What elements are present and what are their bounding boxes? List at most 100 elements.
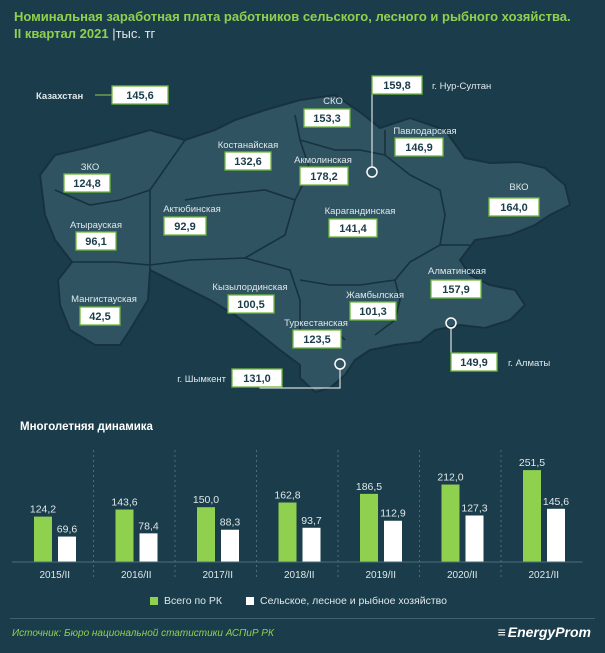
region-8-box [488, 197, 540, 217]
x-tick-label: 2016/II [121, 570, 152, 581]
region-10-box [227, 294, 275, 314]
x-tick-label: 2017/II [202, 570, 233, 581]
title-line-1: Номинальная заработная плата работников … [14, 9, 571, 24]
x-tick-label: 2019/II [365, 570, 396, 581]
data-label: 112,9 [380, 508, 406, 520]
region-9-label: Карагандинская [325, 206, 396, 217]
city-almaty-label: г. Алматы [508, 358, 550, 369]
city-almaty-value: 149,9 [460, 357, 488, 369]
region-13-value: 123,5 [303, 334, 331, 346]
chart-legend: Всего по РК Сельское, лесное и рыбное хо… [150, 595, 447, 607]
x-tick-label: 2015/II [39, 570, 70, 581]
region-9-value: 141,4 [339, 223, 367, 235]
data-label: 124,2 [30, 504, 56, 516]
region-4-value: 132,6 [234, 156, 262, 168]
data-label: 186,5 [356, 481, 382, 493]
bar-agri [139, 533, 158, 562]
title-line-2: II квартал 2021 |тыс. тг [14, 25, 571, 42]
dynamics-title: Многолетняя динамика [20, 421, 153, 433]
bar-agri [302, 527, 321, 562]
bar-total [34, 516, 52, 562]
region-10-label: Кызылординская [212, 282, 287, 293]
bar-agri [465, 515, 484, 562]
bar-total [523, 470, 541, 562]
region-9-box [328, 218, 378, 238]
region-13-label: Туркестанская [284, 318, 348, 329]
region-7-value: 146,9 [405, 142, 433, 154]
legend-label-agri: Сельское, лесное и рыбное хозяйство [260, 595, 447, 607]
bar-total [197, 507, 215, 562]
kazakhstan-map: Казахстан 145,6 ЗКО 124,8 Атырауская 96,1 Манг… [36, 75, 572, 394]
legend-item-agri: Сельское, лесное и рыбное хозяйство [246, 595, 447, 607]
region-3-box [163, 216, 207, 236]
bar-agri [221, 529, 239, 562]
x-tick-label: 2018/II [284, 570, 315, 581]
logo-mark-icon: ≡ [497, 624, 506, 640]
region-8-label: ВКО [509, 182, 528, 193]
region-5-label: СКО [323, 96, 343, 107]
region-10-value: 100,5 [237, 299, 265, 311]
region-1-box [75, 231, 117, 251]
data-label: 69,6 [57, 524, 78, 536]
region-0-box [63, 173, 111, 193]
legend-label-total: Всего по РК [164, 595, 223, 607]
region-5-value: 153,3 [313, 113, 341, 125]
footer-divider [10, 618, 595, 619]
region-6-value: 178,2 [310, 171, 338, 183]
bar-total [115, 509, 134, 562]
bar-agri [547, 508, 565, 562]
city-nursultan-value: 159,8 [383, 80, 411, 92]
region-6-box [299, 166, 349, 186]
data-label: 162,8 [274, 490, 300, 502]
data-label: 78,4 [138, 520, 159, 532]
region-3-label: Актюбинская [163, 204, 221, 215]
region-2-box [79, 306, 121, 326]
legend-swatch-total [150, 597, 158, 606]
country-label: Казахстан [36, 91, 83, 102]
legend-item-total: Всего по РК [150, 595, 222, 607]
region-7-label: Павлодарская [393, 126, 456, 137]
logo-text: EnergyProm [507, 624, 591, 640]
region-12-box [430, 279, 482, 299]
region-4-box [224, 151, 272, 171]
data-label: 150,0 [193, 494, 219, 506]
bar-total [360, 493, 378, 562]
city-almaty-box [450, 352, 498, 372]
region-2-value: 42,5 [89, 311, 110, 323]
region-12-value: 157,9 [442, 284, 470, 296]
data-label: 212,0 [437, 472, 463, 484]
dynamics-chart: 124,269,6 2015/II 143,678,4 2016/II 150,088,… [12, 450, 583, 581]
region-13-box [292, 329, 342, 349]
country-box [111, 85, 169, 105]
region-1-label: Атырауская [70, 220, 122, 231]
region-2-label: Мангистауская [71, 294, 137, 305]
x-tick-label: 2021/II [528, 570, 559, 581]
city-shymkent-value: 131,0 [243, 373, 271, 385]
region-0-value: 124,8 [73, 178, 101, 190]
country-value: 145,6 [126, 90, 154, 102]
city-nursultan-label: г. Нур-Султан [432, 81, 491, 92]
bar-total [441, 484, 460, 562]
region-7-box [394, 137, 444, 157]
legend-swatch-agri [246, 597, 255, 606]
data-label: 251,5 [519, 457, 545, 469]
title-period: II квартал 2021 [14, 26, 109, 41]
region-11-label: Жамбылская [346, 290, 404, 301]
data-label: 93,7 [301, 515, 322, 527]
region-12-label: Алматинская [428, 266, 486, 277]
data-label: 127,3 [461, 502, 487, 514]
city-nursultan-box [371, 75, 423, 95]
data-label: 88,3 [220, 517, 241, 529]
region-4-label: Костанайская [218, 140, 278, 151]
bar-agri [384, 520, 402, 562]
city-shymkent-box [231, 368, 283, 388]
chart-title: Номинальная заработная плата работников … [14, 8, 571, 42]
region-1-value: 96,1 [85, 236, 106, 248]
data-label: 143,6 [111, 497, 137, 509]
region-8-value: 164,0 [500, 202, 528, 214]
energyprom-logo: ≡ EnergyProm [498, 624, 591, 640]
region-11-box [349, 301, 397, 321]
source-note: Источник: Бюро национальной статистики А… [12, 628, 274, 639]
region-0-label: ЗКО [81, 162, 100, 173]
city-shymkent-label: г. Шымкент [177, 374, 226, 385]
